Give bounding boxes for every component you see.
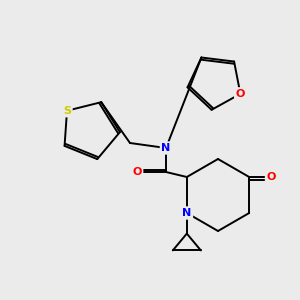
Text: O: O — [132, 167, 142, 177]
Text: O: O — [266, 172, 276, 182]
Text: N: N — [161, 143, 171, 153]
Text: N: N — [182, 208, 191, 218]
Text: O: O — [236, 89, 245, 99]
Text: S: S — [63, 106, 71, 116]
